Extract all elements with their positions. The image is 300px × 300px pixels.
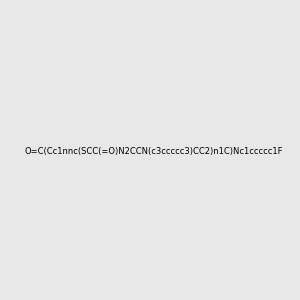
Text: O=C(Cc1nnc(SCC(=O)N2CCN(c3ccccc3)CC2)n1C)Nc1ccccc1F: O=C(Cc1nnc(SCC(=O)N2CCN(c3ccccc3)CC2)n1C… [25, 147, 283, 156]
